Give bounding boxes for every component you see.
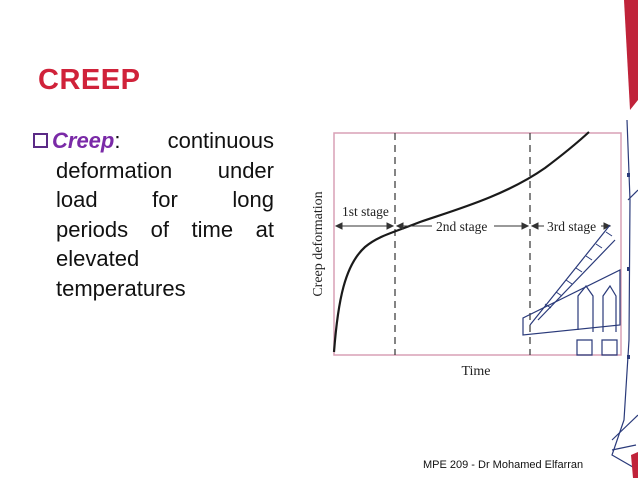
bullet-word: deformation bbox=[56, 157, 173, 183]
aircraft-hatch bbox=[544, 231, 613, 309]
stage-label-1: 1st stage bbox=[342, 204, 389, 219]
bullet-word: elevated bbox=[56, 246, 140, 271]
bullet-line-2: deformation under bbox=[32, 156, 274, 186]
label-bg bbox=[545, 219, 601, 233]
aircraft-dots bbox=[627, 173, 630, 359]
bullet-word: under bbox=[217, 157, 274, 183]
bullet-line-5: elevated bbox=[32, 244, 274, 274]
stage-label-2: 2nd stage bbox=[436, 219, 487, 234]
bullet-colon: : bbox=[114, 128, 121, 153]
slide-title: CREEP bbox=[38, 64, 141, 96]
bullet-word: temperatures bbox=[56, 275, 186, 301]
bullet-word: continuous bbox=[167, 128, 274, 153]
bullet-text: Creep : continuous deformation under loa… bbox=[32, 126, 274, 303]
label-bg bbox=[434, 219, 492, 233]
creep-curve bbox=[332, 131, 590, 353]
bullet-line-6: temperatures bbox=[32, 274, 274, 304]
bullet-line-4: periods of time at bbox=[32, 215, 274, 245]
stage-label-3: 3rd stage bbox=[547, 219, 596, 234]
aircraft-red-accent bbox=[624, 0, 638, 478]
bullet-line-3: load for long bbox=[32, 185, 274, 215]
y-axis-label: Creep deformation bbox=[311, 191, 326, 296]
bullet-word: for bbox=[152, 187, 178, 212]
bullet-word: periods bbox=[56, 216, 129, 242]
stage-arrows bbox=[334, 222, 612, 230]
bullet-first-line: Creep : continuous bbox=[32, 126, 274, 156]
slide-footer: MPE 209 - Dr Mohamed Elfarran bbox=[423, 459, 584, 471]
plot-frame bbox=[333, 132, 622, 356]
term-creep: Creep bbox=[52, 128, 115, 153]
bullet-word: load bbox=[56, 187, 98, 212]
bullet-word: at bbox=[255, 216, 274, 242]
x-axis-label: Time bbox=[461, 364, 490, 379]
aircraft-decoration bbox=[522, 119, 638, 471]
bullet-word: of bbox=[150, 216, 170, 242]
bullet-word: time bbox=[191, 216, 234, 242]
checkbox-bullet-icon bbox=[33, 133, 48, 149]
bullet-word: long bbox=[232, 187, 274, 212]
